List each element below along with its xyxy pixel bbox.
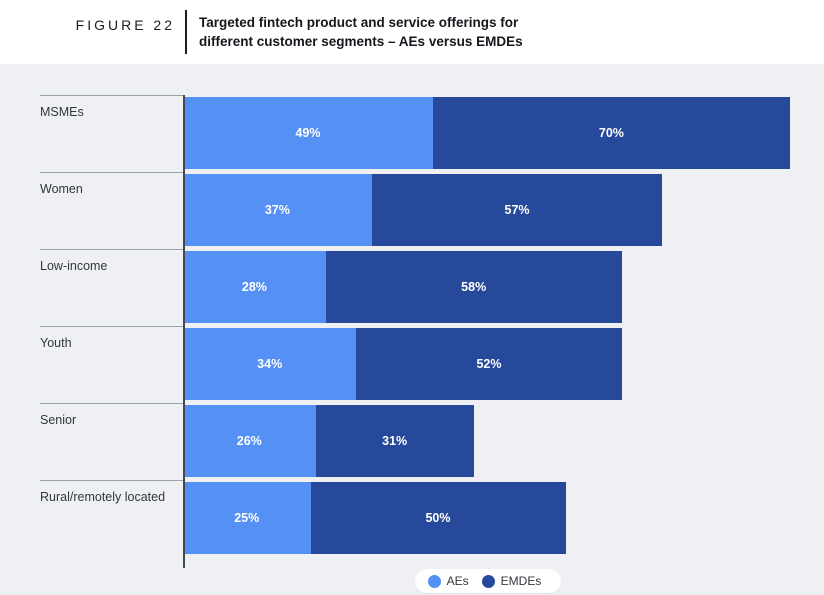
- chart-row: Rural/remotely located 25% 50%: [0, 480, 824, 557]
- bar-stack: 25% 50%: [183, 480, 824, 557]
- chart-row: MSMEs 49% 70%: [0, 95, 824, 172]
- figure-number-label: FIGURE 22: [75, 17, 175, 33]
- bar-segment-emdes: 58%: [325, 251, 622, 323]
- figure-title-line-2: different customer segments – AEs versus…: [199, 33, 523, 49]
- bar-value-label: 49%: [295, 126, 321, 140]
- legend-label-aes: AEs: [446, 574, 469, 588]
- bar-segment-emdes: 70%: [432, 97, 790, 169]
- figure-header: FIGURE 22 Targeted fintech product and s…: [0, 0, 824, 64]
- chart-area: MSMEs 49% 70% Women 37% 57% Low-income 28% 58% Yo…: [0, 64, 824, 595]
- bar-stack: 26% 31%: [183, 403, 824, 480]
- bar-segment-emdes: 57%: [371, 174, 663, 246]
- bar-stack: 34% 52%: [183, 326, 824, 403]
- category-label: Youth: [40, 326, 183, 403]
- chart-row: Women 37% 57%: [0, 172, 824, 249]
- bar-value-label: 50%: [425, 511, 451, 525]
- chart-row: Low-income 28% 58%: [0, 249, 824, 326]
- category-label: MSMEs: [40, 95, 183, 172]
- bar-segment-aes: 37%: [183, 174, 372, 246]
- figure-title-line-1: Targeted fintech product and service off…: [199, 15, 519, 30]
- category-label: Senior: [40, 403, 183, 480]
- bar-value-label: 70%: [598, 126, 624, 140]
- legend-dot-aes: [427, 574, 441, 588]
- category-label: Women: [40, 172, 183, 249]
- bar-value-label: 31%: [382, 434, 408, 448]
- category-label: Rural/remotely located: [40, 480, 183, 557]
- bar-stack: 37% 57%: [183, 172, 824, 249]
- chart-rows: MSMEs 49% 70% Women 37% 57% Low-income 28% 58% Yo…: [0, 95, 824, 557]
- bar-segment-aes: 49%: [183, 97, 433, 169]
- bar-segment-emdes: 50%: [310, 482, 566, 554]
- bar-segment-aes: 26%: [183, 405, 316, 477]
- bar-value-label: 57%: [504, 203, 530, 217]
- bar-segment-aes: 25%: [183, 482, 311, 554]
- bar-value-label: 28%: [241, 280, 267, 294]
- header-divider: [185, 10, 187, 54]
- bar-value-label: 52%: [476, 357, 502, 371]
- legend-dot-emdes: [481, 574, 495, 588]
- legend: AEs EMDEs: [414, 569, 562, 593]
- figure-title: Targeted fintech product and service off…: [187, 14, 523, 51]
- legend-label-emdes: EMDEs: [500, 574, 542, 588]
- bar-value-label: 37%: [264, 203, 290, 217]
- bar-segment-aes: 28%: [183, 251, 326, 323]
- legend-container: AEs EMDEs: [0, 569, 824, 593]
- bar-value-label: 58%: [461, 280, 487, 294]
- bar-value-label: 26%: [236, 434, 262, 448]
- bar-stack: 49% 70%: [183, 95, 824, 172]
- bar-segment-aes: 34%: [183, 328, 357, 400]
- bar-segment-emdes: 31%: [315, 405, 474, 477]
- bar-segment-emdes: 52%: [356, 328, 622, 400]
- category-label: Low-income: [40, 249, 183, 326]
- bar-stack: 28% 58%: [183, 249, 824, 326]
- value-axis-baseline: [183, 95, 185, 568]
- chart-row: Youth 34% 52%: [0, 326, 824, 403]
- bar-value-label: 34%: [257, 357, 283, 371]
- bar-value-label: 25%: [234, 511, 260, 525]
- chart-row: Senior 26% 31%: [0, 403, 824, 480]
